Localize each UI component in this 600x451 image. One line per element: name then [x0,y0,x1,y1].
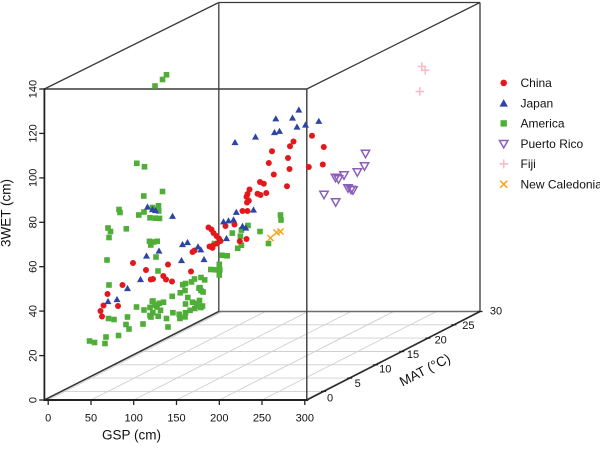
svg-text:80: 80 [28,216,40,228]
svg-text:300: 300 [296,413,314,425]
svg-text:150: 150 [167,413,185,425]
svg-text:100: 100 [28,169,40,187]
svg-text:200: 200 [210,413,228,425]
svg-text:0: 0 [45,413,51,425]
svg-text:20: 20 [28,349,40,361]
svg-text:3WET (cm): 3WET (cm) [0,179,14,247]
svg-text:0: 0 [28,397,40,403]
svg-text:50: 50 [85,413,97,425]
svg-text:250: 250 [253,413,271,425]
svg-text:0: 0 [327,393,333,405]
svg-text:60: 60 [27,261,39,273]
svg-text:New Caledonia: New Caledonia [521,177,600,191]
svg-text:40: 40 [27,305,39,317]
svg-text:Puerto Rico: Puerto Rico [521,137,584,151]
svg-text:10: 10 [379,364,391,376]
svg-text:America: America [521,117,565,131]
svg-text:China: China [521,76,553,90]
svg-text:20: 20 [435,335,447,347]
svg-text:15: 15 [407,349,419,361]
svg-text:120: 120 [27,124,39,142]
svg-text:30: 30 [490,306,502,318]
svg-text:25: 25 [462,320,474,332]
svg-text:140: 140 [27,80,39,98]
svg-text:5: 5 [355,378,361,390]
svg-text:100: 100 [125,413,143,425]
svg-text:Fiji: Fiji [521,157,536,171]
svg-text:GSP (cm): GSP (cm) [102,428,161,443]
svg-text:Japan: Japan [521,96,554,110]
